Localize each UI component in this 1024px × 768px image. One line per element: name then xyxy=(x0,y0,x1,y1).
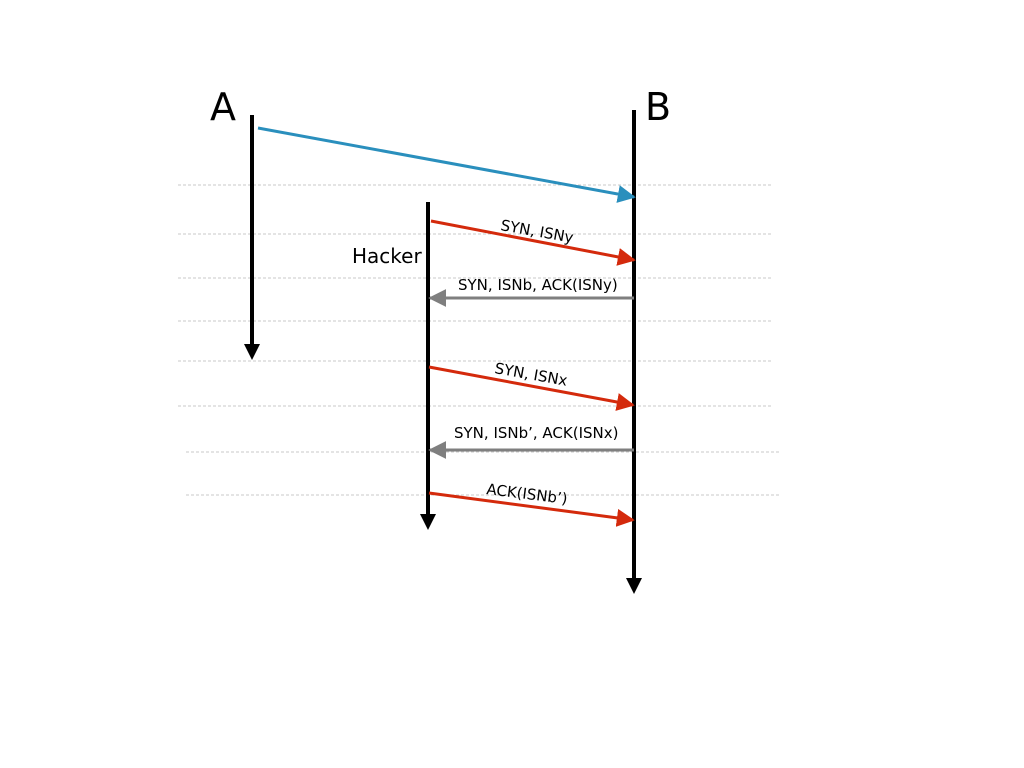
message-arrow-syn-isny xyxy=(430,219,636,266)
participant-b-label: B xyxy=(645,85,671,129)
message-arrow-initial xyxy=(257,126,636,203)
message-arrow-ack-isnb-prime xyxy=(428,491,635,527)
message-arrow-syn-isnx xyxy=(428,365,635,411)
message-label-syn-isnb-prime-ack-isnx: SYN, ISNb’, ACK(ISNx) xyxy=(454,424,619,442)
participant-a-label: A xyxy=(210,85,236,129)
message-label-ack-isnb-prime: ACK(ISNb’) xyxy=(486,480,569,508)
message-label-syn-isnb-ack-isny: SYN, ISNb, ACK(ISNy) xyxy=(458,276,618,294)
participant-hacker-label: Hacker xyxy=(352,244,422,268)
guide-lines xyxy=(178,184,780,496)
